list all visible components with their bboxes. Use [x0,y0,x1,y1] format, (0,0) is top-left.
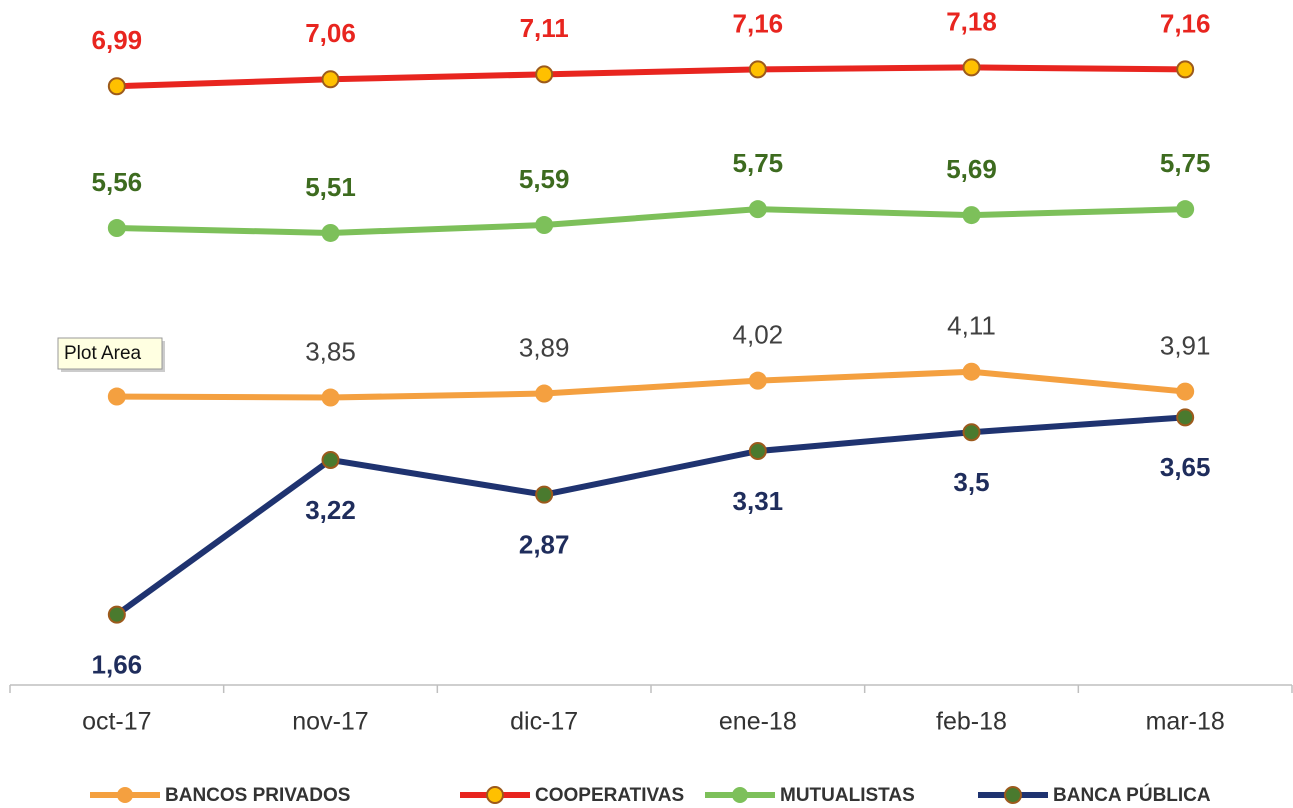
marker [107,77,126,96]
data-label: 7,16 [733,8,784,38]
legend-marker [732,787,748,803]
series-line [116,206,1186,236]
marker [1176,408,1195,427]
marker [321,450,340,469]
marker [962,362,981,381]
marker [107,219,126,238]
legend-label: BANCA PÚBLICA [1053,784,1211,806]
marker [748,60,767,79]
data-label: 4,02 [733,320,784,350]
data-label: 1,66 [92,649,143,679]
data-label: 7,16 [1160,8,1211,38]
marker [321,388,340,407]
legend-marker [1004,786,1022,804]
marker [748,371,767,390]
marker [321,70,340,89]
marker [748,442,767,461]
x-tick-label: nov-17 [292,708,368,736]
data-label: 5,51 [305,172,356,202]
data-label: 3,5 [953,467,989,497]
tooltip-box [57,337,163,370]
marker [107,387,126,406]
marker [1176,382,1195,401]
x-tick-label: oct-17 [82,708,151,736]
marker [107,605,126,624]
x-tick-label: feb-18 [936,708,1007,736]
x-tick-label: dic-17 [510,708,578,736]
data-label: 6,99 [92,25,143,55]
marker [1176,60,1195,79]
legend-label: COOPERATIVAS [535,785,684,806]
legend-marker [486,786,504,804]
data-label: 5,69 [946,154,997,184]
x-tick-label: ene-18 [719,708,797,736]
data-label: 5,75 [733,148,784,178]
legend-label: MUTUALISTAS [780,785,915,806]
data-label: 3,85 [305,336,356,366]
marker [962,58,981,77]
data-label: 7,18 [946,6,997,36]
data-label: 5,59 [519,164,570,194]
marker [748,200,767,219]
legend-label: BANCOS PRIVADOS [165,785,350,806]
legend-marker [117,787,133,803]
data-label: 3,89 [519,332,570,362]
marker [535,65,554,84]
series-line [115,414,1186,618]
series-line [116,368,1186,401]
data-label: 4,11 [947,311,996,341]
data-label: 3,22 [305,495,356,525]
data-label: 7,06 [305,18,356,48]
data-label: 7,11 [520,13,569,43]
marker [535,216,554,235]
marker [1176,200,1195,219]
marker [962,423,981,442]
marker [535,485,554,504]
tooltip-text: Plot Area [64,343,142,364]
data-label: 3,91 [1160,330,1211,360]
marker [321,223,340,242]
x-tick-label: mar-18 [1146,708,1225,736]
data-label: 5,75 [1160,148,1211,178]
series-line [116,64,1186,90]
data-label: 2,87 [519,530,570,560]
marker [962,206,981,225]
data-label: 5,56 [92,167,143,197]
data-label: 3,31 [733,486,784,516]
data-label: 3,65 [1160,452,1211,482]
marker [535,384,554,403]
